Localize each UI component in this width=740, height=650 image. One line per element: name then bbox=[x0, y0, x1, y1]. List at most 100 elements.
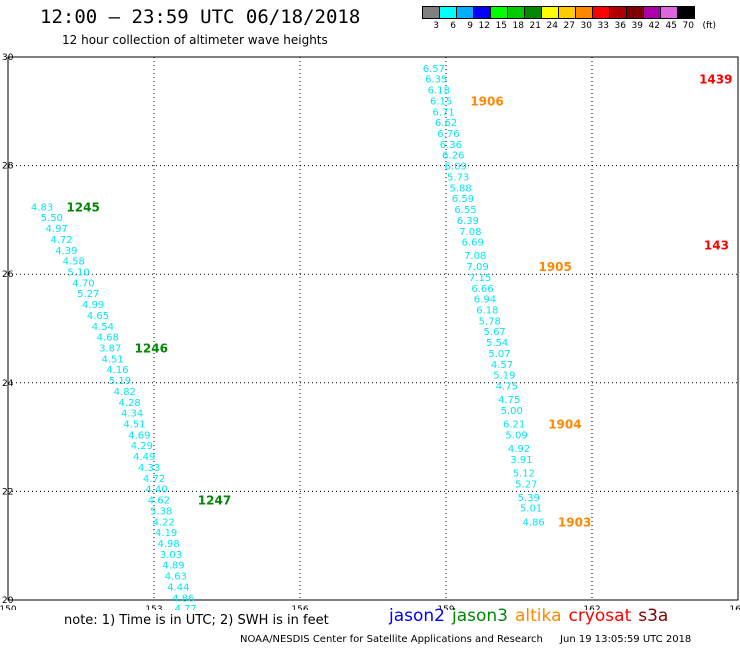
wave-height-value: 4.51 bbox=[123, 420, 145, 431]
wave-height-value: 4.86 bbox=[522, 517, 544, 528]
y-tick-label: 20 bbox=[2, 596, 14, 606]
page-title: 12:00 – 23:59 UTC 06/18/2018 bbox=[40, 6, 361, 28]
wave-height-value: 4.28 bbox=[119, 398, 141, 409]
y-tick-label: 30 bbox=[2, 53, 14, 63]
wave-height-value: 5.27 bbox=[77, 289, 99, 300]
wave-height-value: 4.75 bbox=[496, 382, 518, 393]
wave-height-value: 6.55 bbox=[454, 205, 476, 216]
wave-height-value: 7.08 bbox=[459, 227, 481, 238]
wave-height-value: 5.07 bbox=[488, 349, 510, 360]
x-tick-label: 159 bbox=[437, 605, 454, 610]
wave-height-value: 5.38 bbox=[150, 506, 172, 517]
wave-height-value: 5.19 bbox=[493, 371, 515, 382]
color-scale-label: 3 bbox=[433, 21, 439, 31]
wave-height-value: 4.72 bbox=[50, 235, 72, 246]
color-scale-label: 70 bbox=[682, 21, 694, 31]
wave-height-value: 5.67 bbox=[484, 327, 506, 338]
color-scale-label: 6 bbox=[450, 21, 456, 31]
pass-number-label: 1905 bbox=[538, 260, 571, 274]
x-tick-label: 150 bbox=[0, 605, 17, 610]
credit-text: NOAA/NESDIS Center for Satellite Applica… bbox=[240, 634, 543, 645]
wave-height-value: 6.36 bbox=[440, 140, 462, 151]
wave-height-value: 6.15 bbox=[430, 96, 452, 107]
legend-entry-altika: altika bbox=[515, 606, 562, 626]
wave-height-value: 4.57 bbox=[491, 360, 513, 371]
color-swatch bbox=[677, 6, 695, 19]
wave-height-value: 4.58 bbox=[63, 257, 85, 268]
wave-height-value: 4.99 bbox=[82, 300, 104, 311]
wave-height-value: 6.26 bbox=[442, 151, 464, 162]
color-scale-swatches bbox=[422, 6, 716, 19]
wave-height-value: 7.09 bbox=[467, 262, 489, 273]
legend-entry-jason2: jason2 bbox=[389, 606, 445, 626]
wave-height-value: 4.82 bbox=[114, 387, 136, 398]
color-scale-label: 12 bbox=[478, 21, 490, 31]
y-tick-label: 24 bbox=[2, 379, 14, 389]
legend-entry-cryosat: cryosat bbox=[568, 606, 632, 626]
wave-height-value: 6.62 bbox=[435, 118, 457, 129]
wave-height-value: 6.18 bbox=[476, 305, 498, 316]
y-tick-label: 26 bbox=[2, 270, 14, 280]
color-scale-label: 24 bbox=[546, 21, 558, 31]
wave-height-value: 5.54 bbox=[486, 338, 508, 349]
wave-height-value: 4.62 bbox=[148, 496, 170, 507]
y-tick-label: 22 bbox=[2, 487, 13, 497]
color-scale-labels: 3 6 9 12 15 18 21 24 27 30 33 36 39 42 45 70 (ft) bbox=[422, 19, 716, 31]
wave-height-plot: 1501531561591621652022242628304.835.504.… bbox=[0, 53, 740, 610]
x-tick-label: 156 bbox=[291, 605, 308, 610]
wave-height-value: 6.39 bbox=[457, 216, 479, 227]
pass-number-label: 1904 bbox=[548, 418, 581, 432]
wave-height-value: 4.54 bbox=[92, 322, 114, 333]
wave-height-value: 3.91 bbox=[510, 455, 532, 466]
wave-height-value: 6.57 bbox=[423, 64, 445, 75]
wave-height-value: 5.50 bbox=[41, 213, 63, 224]
wave-height-value: 4.89 bbox=[162, 561, 184, 572]
color-scale-label: 21 bbox=[529, 21, 541, 31]
wave-height-value: 4.92 bbox=[508, 444, 530, 455]
wave-height-value: 4.70 bbox=[72, 278, 94, 289]
color-scale-bar: 3 6 9 12 15 18 21 24 27 30 33 36 39 42 45 70 (ft) bbox=[422, 6, 716, 31]
wave-height-value: 5.00 bbox=[501, 406, 523, 417]
wave-height-value: 4.75 bbox=[498, 395, 520, 406]
wave-height-value: 4.19 bbox=[155, 528, 177, 539]
credit-line: NOAA/NESDIS Center for Satellite Applica… bbox=[240, 634, 691, 645]
wave-height-value: 4.29 bbox=[131, 441, 153, 452]
wave-height-value: 5.27 bbox=[515, 479, 537, 490]
wave-height-value: 4.40 bbox=[145, 485, 167, 496]
color-scale-label: 42 bbox=[648, 21, 660, 31]
wave-height-value: 5.09 bbox=[505, 430, 527, 441]
wave-height-value: 5.88 bbox=[449, 183, 471, 194]
satellite-legend: jason2 jason3 altika cryosat s3a bbox=[389, 606, 675, 626]
wave-height-value: 6.59 bbox=[452, 194, 474, 205]
wave-height-value: 6.21 bbox=[503, 420, 525, 431]
color-scale-label: 18 bbox=[512, 21, 524, 31]
wave-height-value: 5.19 bbox=[109, 376, 131, 387]
pass-number-label: 1247 bbox=[198, 494, 231, 508]
wave-height-value: 4.16 bbox=[106, 365, 128, 376]
wave-height-value: 6.71 bbox=[432, 107, 454, 118]
page-subtitle: 12 hour collection of altimeter wave hei… bbox=[62, 33, 328, 47]
wave-height-value: 4.34 bbox=[121, 409, 143, 420]
wave-height-value: 4.72 bbox=[143, 474, 165, 485]
footnote: note: 1) Time is in UTC; 2) SWH is in fe… bbox=[64, 613, 329, 628]
wave-height-value: 5.78 bbox=[479, 316, 501, 327]
wave-height-value: 4.33 bbox=[138, 463, 160, 474]
y-tick-label: 28 bbox=[2, 162, 14, 172]
wave-height-value: 4.22 bbox=[153, 517, 175, 528]
color-scale-label: 39 bbox=[631, 21, 643, 31]
wave-height-value: 4.98 bbox=[157, 539, 179, 550]
wave-height-value: 6.18 bbox=[428, 86, 450, 97]
wave-height-value: 5.39 bbox=[518, 493, 540, 504]
color-scale-label: 45 bbox=[665, 21, 677, 31]
wave-height-value: 6.66 bbox=[471, 284, 493, 295]
wave-height-value: 6.94 bbox=[474, 295, 496, 306]
wave-height-value: 3.03 bbox=[160, 550, 182, 561]
wave-height-value: 4.49 bbox=[133, 452, 155, 463]
color-scale-label: 15 bbox=[495, 21, 507, 31]
wave-height-value: 6.76 bbox=[437, 129, 459, 140]
color-scale-unit: (ft) bbox=[702, 21, 716, 31]
wave-height-value: 7.08 bbox=[464, 251, 486, 262]
color-scale-label: 27 bbox=[563, 21, 575, 31]
pass-number-label: 143 bbox=[704, 238, 729, 252]
pass-number-label: 1906 bbox=[470, 94, 503, 108]
